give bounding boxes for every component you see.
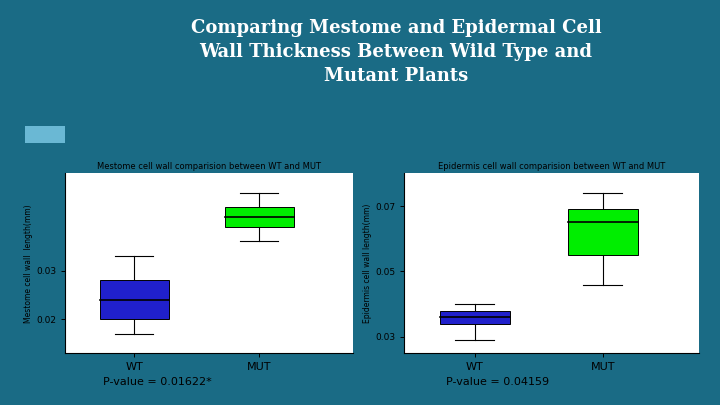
Text: P-value = 0.01622*: P-value = 0.01622* — [102, 377, 211, 387]
Title: Epidermis cell wall comparision between WT and MUT: Epidermis cell wall comparision between … — [438, 162, 665, 171]
Y-axis label: Epidermis cell wall length(mm): Epidermis cell wall length(mm) — [364, 204, 372, 323]
Text: P-value = 0.04159: P-value = 0.04159 — [446, 377, 549, 387]
Bar — [439, 311, 510, 324]
Text: Comparing Mestome and Epidermal Cell
Wall Thickness Between Wild Type and
Mutant: Comparing Mestome and Epidermal Cell Wal… — [191, 19, 601, 85]
FancyBboxPatch shape — [25, 126, 65, 143]
Bar — [567, 209, 638, 255]
Bar — [99, 280, 168, 319]
Y-axis label: Mestome cell wall  length(mm): Mestome cell wall length(mm) — [24, 204, 33, 322]
Title: Mestome cell wall comparision between WT and MUT: Mestome cell wall comparision between WT… — [97, 162, 321, 171]
Bar — [225, 207, 294, 227]
